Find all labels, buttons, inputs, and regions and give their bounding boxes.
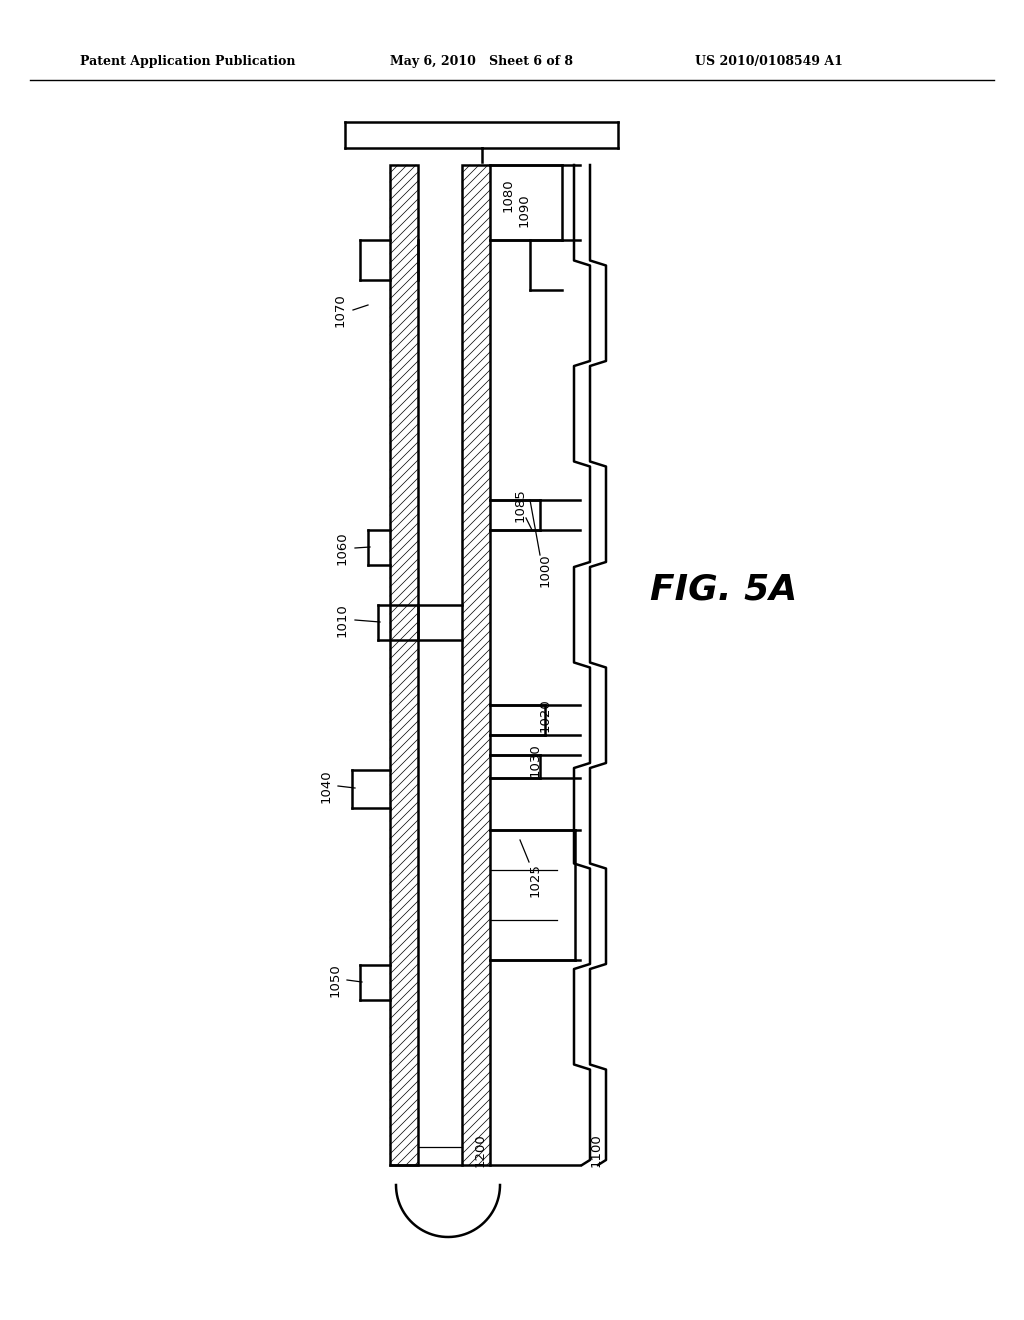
Text: 1025: 1025 bbox=[528, 863, 542, 896]
Text: 1020: 1020 bbox=[539, 698, 552, 731]
Text: 1100: 1100 bbox=[590, 1133, 602, 1167]
Text: 1040: 1040 bbox=[319, 770, 333, 803]
Text: US 2010/0108549 A1: US 2010/0108549 A1 bbox=[695, 55, 843, 69]
Text: 1060: 1060 bbox=[336, 531, 348, 565]
Text: FIG. 5A: FIG. 5A bbox=[650, 573, 798, 607]
Text: 1070: 1070 bbox=[334, 293, 346, 327]
Text: May 6, 2010   Sheet 6 of 8: May 6, 2010 Sheet 6 of 8 bbox=[390, 55, 573, 69]
Bar bbox=[462, 165, 490, 1166]
Text: 1080: 1080 bbox=[502, 178, 514, 211]
Text: 1010: 1010 bbox=[336, 603, 348, 636]
Text: 1030: 1030 bbox=[528, 743, 542, 777]
Text: 1050: 1050 bbox=[329, 964, 341, 997]
Text: 1090: 1090 bbox=[517, 193, 530, 227]
Text: 1200: 1200 bbox=[473, 1133, 486, 1167]
Bar bbox=[390, 165, 418, 1166]
Text: Patent Application Publication: Patent Application Publication bbox=[80, 55, 296, 69]
Text: 1000: 1000 bbox=[539, 553, 552, 587]
Text: 1085: 1085 bbox=[513, 488, 526, 521]
